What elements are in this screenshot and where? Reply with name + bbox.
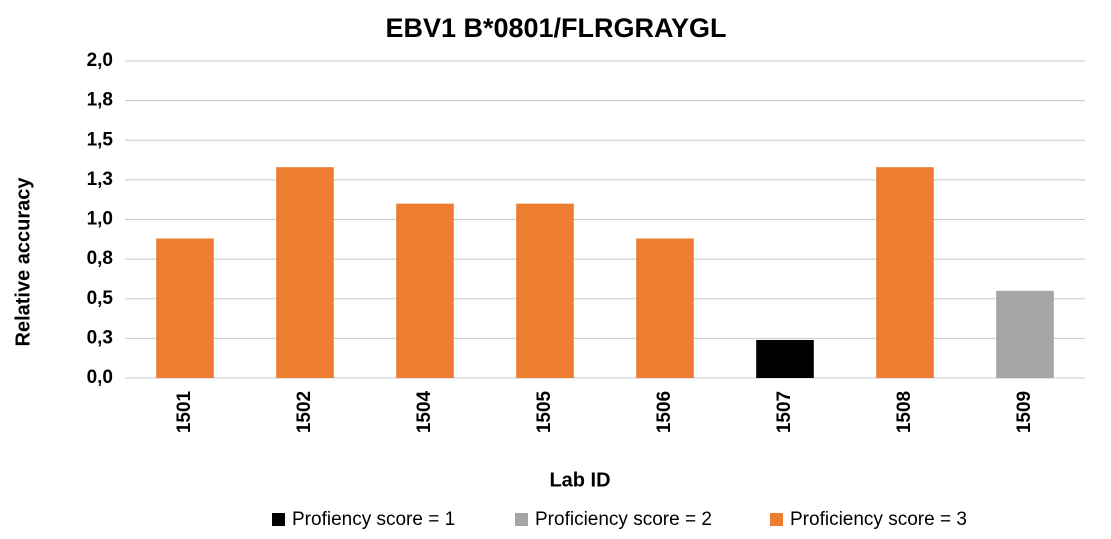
y-tick-label: 0,3 — [87, 327, 113, 348]
x-tick-label: 1505 — [534, 390, 555, 433]
bar — [756, 339, 814, 378]
legend-swatch — [770, 513, 783, 526]
legend-label: Profiency score = 1 — [292, 509, 455, 530]
x-tick-label: 1506 — [654, 391, 675, 433]
legend-label: Proficiency score = 3 — [790, 509, 967, 530]
y-tick-label: 1,8 — [87, 90, 113, 111]
x-tick-label: 1504 — [414, 390, 435, 433]
x-tick-label: 1508 — [894, 391, 915, 433]
x-tick-label: 1509 — [1014, 391, 1035, 433]
legend-swatch — [272, 513, 285, 526]
x-tick-label: 1501 — [174, 390, 195, 433]
bar — [876, 167, 934, 378]
x-tick-label: 1502 — [294, 391, 315, 433]
y-tick-label: 1,5 — [87, 129, 114, 150]
bar — [156, 238, 214, 378]
bar — [516, 203, 574, 378]
y-tick-label: 1,0 — [87, 209, 113, 230]
bar — [636, 238, 694, 378]
x-axis-label: Lab ID — [549, 469, 610, 491]
bar — [396, 203, 454, 378]
y-tick-label: 0,0 — [87, 367, 113, 388]
y-axis-label: Relative accuracy — [12, 177, 34, 347]
bar — [276, 167, 334, 378]
legend-label: Proficiency score = 2 — [535, 509, 712, 530]
y-tick-label: 0,5 — [87, 288, 114, 309]
x-tick-label: 1507 — [774, 391, 795, 433]
y-tick-label: 1,3 — [87, 169, 113, 190]
chart-title: EBV1 B*0801/FLRGRAYGL — [385, 13, 726, 43]
bar — [996, 290, 1054, 378]
y-tick-label: 2,0 — [87, 50, 113, 71]
y-tick-label: 0,8 — [87, 248, 113, 269]
legend-swatch — [515, 513, 528, 526]
